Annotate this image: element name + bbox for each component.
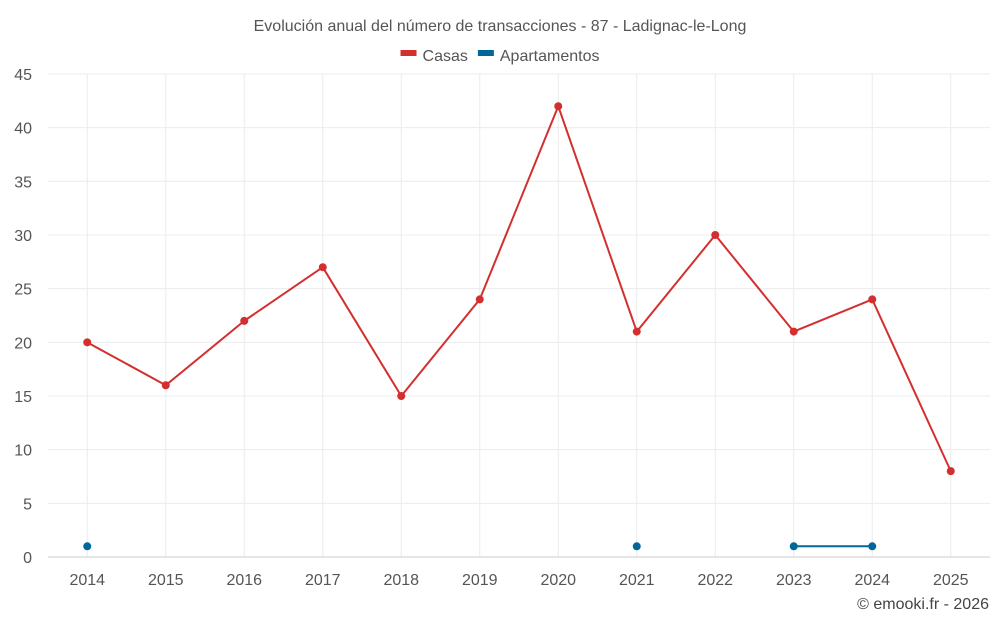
data-point[interactable] (554, 102, 563, 111)
x-tick-label: 2019 (462, 572, 498, 589)
y-tick-label: 0 (23, 550, 32, 567)
y-tick-label: 30 (14, 228, 32, 245)
x-tick-label: 2023 (776, 572, 812, 589)
legend-label: Apartamentos (500, 48, 600, 65)
y-tick-label: 45 (14, 67, 32, 84)
legend-swatch (477, 50, 494, 56)
x-axis: 2014 2015 2016 2017 2018 2019 2020 2021 2022 2023… (48, 556, 990, 589)
data-point[interactable] (632, 542, 641, 551)
grid (48, 73, 990, 557)
legend[interactable]: Casas Apartamentos (400, 48, 600, 65)
y-tick-label: 40 (14, 121, 32, 138)
x-tick-label: 2025 (933, 572, 969, 589)
series-casas (83, 102, 955, 476)
data-point[interactable] (711, 231, 720, 239)
legend-item-casas[interactable]: Casas (400, 48, 468, 65)
x-tick-label: 2024 (854, 572, 890, 589)
credit-text: © emooki.fr - 2026 (857, 596, 989, 613)
data-point[interactable] (789, 327, 798, 336)
y-tick-label: 25 (14, 282, 32, 299)
legend-label: Casas (423, 48, 468, 65)
legend-item-apartamentos[interactable]: Apartamentos (477, 48, 600, 65)
legend-swatch (400, 50, 417, 56)
data-point[interactable] (240, 316, 249, 325)
series-line (86, 105, 952, 472)
x-tick-label: 2017 (305, 572, 341, 589)
x-tick-label: 2018 (383, 572, 419, 589)
series-layer (83, 102, 955, 551)
x-tick-label: 2021 (619, 572, 655, 589)
y-tick-label: 15 (14, 389, 32, 406)
y-tick-label: 20 (14, 335, 32, 352)
y-tick-label: 5 (23, 496, 32, 513)
data-point[interactable] (475, 295, 484, 304)
y-tick-label: 10 (14, 443, 32, 460)
data-point[interactable] (868, 295, 877, 304)
data-point[interactable] (632, 327, 641, 336)
data-point[interactable] (397, 392, 406, 400)
x-tick-label: 2015 (148, 572, 184, 589)
series-apartamentos (83, 542, 877, 551)
y-axis: 0 5 10 15 20 25 30 35 40 45 (14, 67, 32, 567)
x-tick-label: 2016 (226, 572, 262, 589)
data-point[interactable] (83, 542, 92, 551)
data-point[interactable] (789, 542, 798, 551)
data-point[interactable] (318, 263, 327, 272)
data-point[interactable] (868, 542, 877, 551)
x-tick-label: 2014 (69, 572, 105, 589)
data-point[interactable] (946, 467, 955, 476)
data-point[interactable] (161, 381, 170, 390)
data-point[interactable] (83, 338, 92, 347)
x-tick-label: 2020 (540, 572, 576, 589)
x-tick-label: 2022 (697, 572, 733, 589)
chart-title: Evolución anual del número de transaccio… (254, 18, 747, 35)
y-tick-label: 35 (14, 174, 32, 191)
